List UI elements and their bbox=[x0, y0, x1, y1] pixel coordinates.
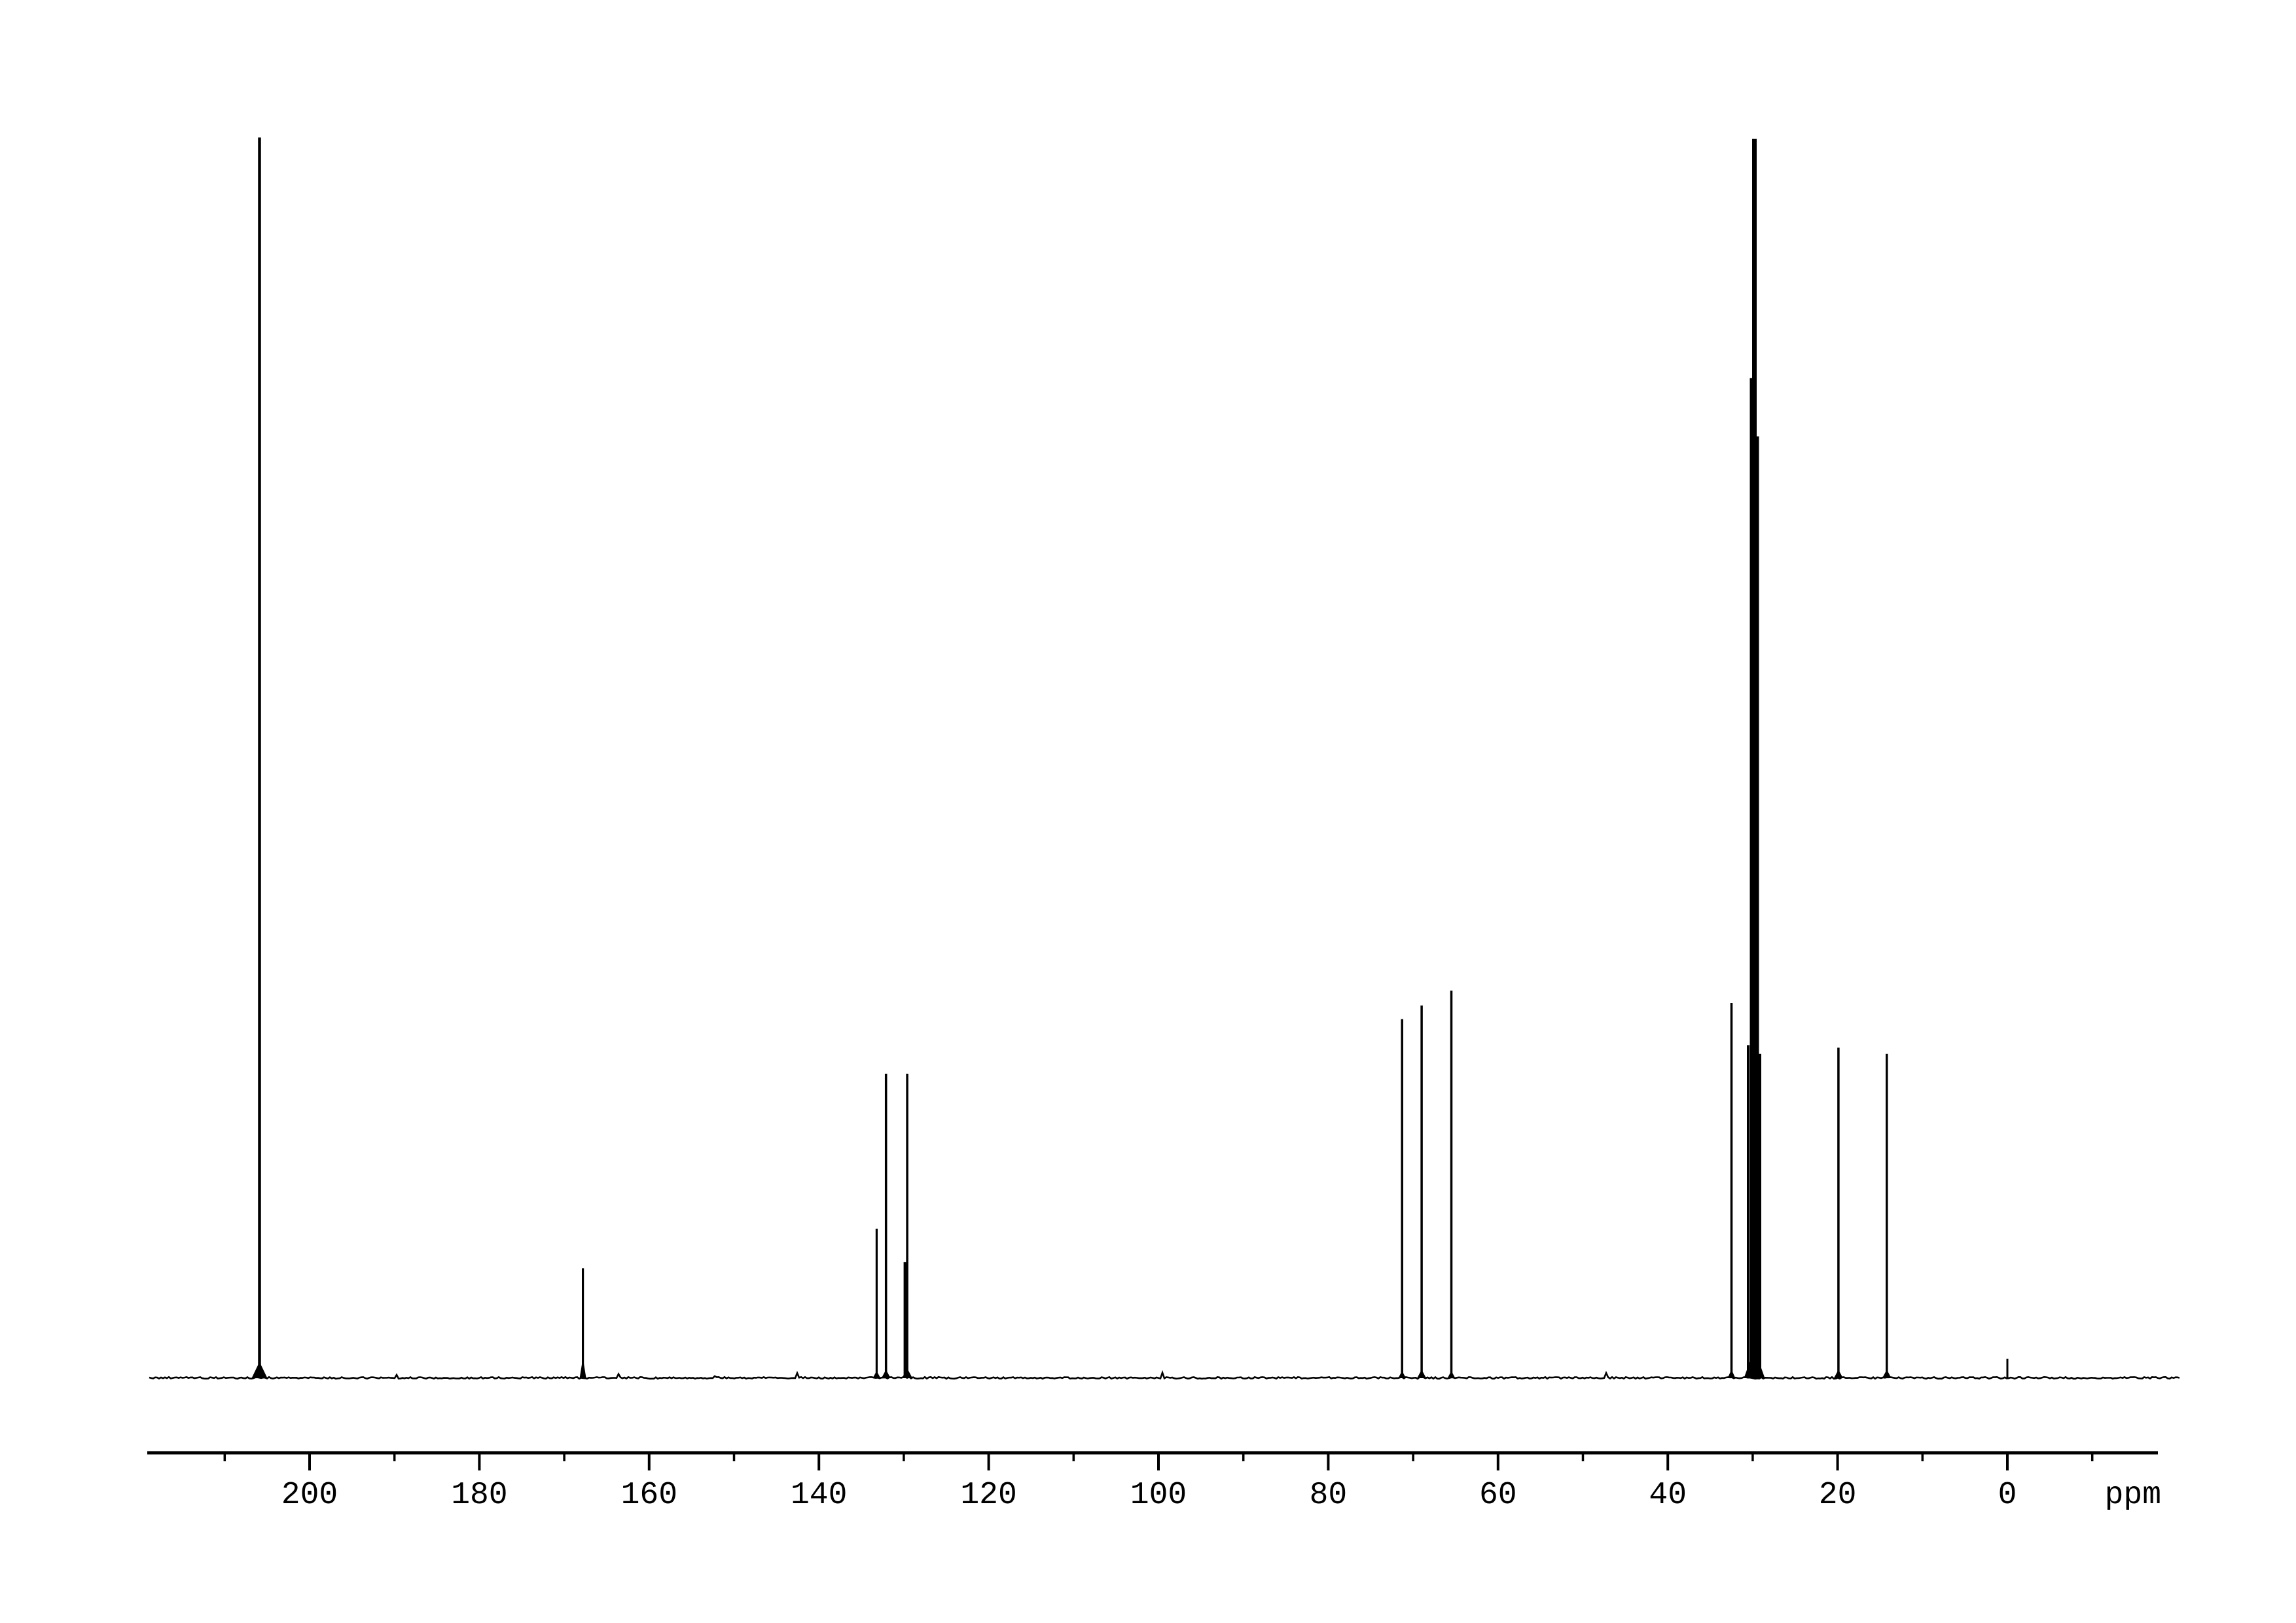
x-axis-tick-label-40: 40 bbox=[1649, 1478, 1687, 1513]
x-axis-labels-group: 200 180 160 140 120 100 80 60 40 20 0 ppm bbox=[281, 1478, 2161, 1513]
x-axis-tick-label-60: 60 bbox=[1479, 1478, 1517, 1513]
x-axis-tick-label-80: 80 bbox=[1310, 1478, 1348, 1513]
ppm-unit-label: ppm bbox=[2105, 1478, 2161, 1513]
x-axis-tick-label-160: 160 bbox=[621, 1478, 677, 1513]
x-axis-group bbox=[147, 1451, 2158, 1470]
x-axis-tick-label-180: 180 bbox=[451, 1478, 507, 1513]
spectrum-trace-group bbox=[149, 1370, 2180, 1380]
x-axis-tick-label-20: 20 bbox=[1819, 1478, 1857, 1513]
peaks-group bbox=[251, 137, 2009, 1378]
x-axis-tick-label-0: 0 bbox=[1998, 1478, 2017, 1513]
x-axis-tick-label-140: 140 bbox=[791, 1478, 847, 1513]
baseline-trace bbox=[149, 1370, 2180, 1380]
x-axis-tick-label-200: 200 bbox=[281, 1478, 338, 1513]
x-axis-tick-label-100: 100 bbox=[1130, 1478, 1187, 1513]
x-axis-tick-label-120: 120 bbox=[960, 1478, 1016, 1513]
